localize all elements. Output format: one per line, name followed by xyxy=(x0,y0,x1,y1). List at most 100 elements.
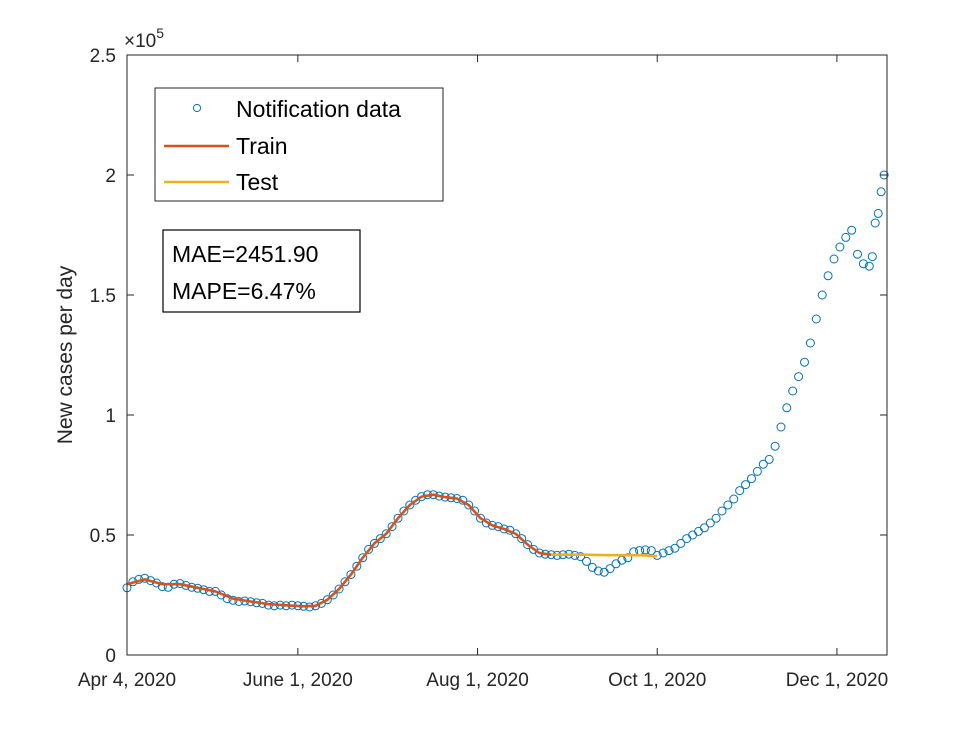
data-point xyxy=(847,225,857,235)
data-point xyxy=(322,595,332,605)
data-point xyxy=(523,540,533,550)
data-point xyxy=(334,584,344,594)
data-point xyxy=(805,338,815,348)
data-point xyxy=(723,500,733,510)
data-point xyxy=(823,271,833,281)
data-point xyxy=(623,553,633,563)
data-point xyxy=(599,567,609,577)
data-point xyxy=(699,523,709,533)
data-point xyxy=(157,582,167,592)
data-point xyxy=(346,570,356,580)
data-point xyxy=(794,372,804,382)
data-point xyxy=(788,386,798,396)
legend-label-notification: Notification data xyxy=(236,96,401,122)
series-line-train xyxy=(126,493,552,608)
metrics-box xyxy=(162,229,361,313)
data-point xyxy=(140,573,150,583)
data-point xyxy=(369,538,379,548)
data-point xyxy=(593,566,603,576)
exponent-power: 5 xyxy=(156,25,164,41)
data-point xyxy=(670,543,680,553)
data-point xyxy=(758,459,768,469)
data-point xyxy=(358,553,368,563)
data-point xyxy=(717,506,727,516)
data-point xyxy=(688,530,698,540)
data-point xyxy=(870,218,880,228)
data-point xyxy=(741,480,751,490)
data-point xyxy=(800,357,809,367)
legend-marker-notification xyxy=(192,103,202,113)
data-point xyxy=(464,500,474,510)
data-point xyxy=(399,506,409,516)
data-point xyxy=(776,422,786,432)
data-point xyxy=(470,506,480,516)
data-point xyxy=(352,561,362,571)
data-point xyxy=(658,548,668,558)
data-point xyxy=(587,562,597,572)
y-tick-label: 1 xyxy=(105,406,116,427)
data-point xyxy=(867,252,877,262)
legend: Notification data Train Test xyxy=(154,87,444,202)
data-point xyxy=(387,522,397,532)
data-point xyxy=(605,564,615,574)
data-point xyxy=(517,534,527,544)
data-point xyxy=(841,232,851,242)
data-point xyxy=(747,474,756,484)
data-point xyxy=(770,441,780,451)
data-point xyxy=(364,544,374,554)
data-point xyxy=(764,454,774,464)
data-point xyxy=(340,577,350,587)
legend-label-train: Train xyxy=(236,133,288,159)
exponent-base: ×10 xyxy=(124,31,156,52)
data-point xyxy=(393,513,403,523)
x-tick-label: June 1, 2020 xyxy=(243,670,353,691)
data-point xyxy=(835,242,845,252)
data-point xyxy=(664,546,674,556)
y-tick-label: 1.5 xyxy=(90,286,116,307)
data-point xyxy=(476,513,485,523)
series-line-test xyxy=(551,553,658,558)
series-markers-notification-data xyxy=(122,170,889,612)
data-point xyxy=(694,526,703,536)
data-point xyxy=(375,534,385,544)
y-tick-label: 0 xyxy=(105,646,116,667)
data-point xyxy=(640,545,650,555)
y-axis-label: New cases per day xyxy=(54,265,77,444)
data-point xyxy=(328,590,338,600)
x-tick-label: Dec 1, 2020 xyxy=(786,670,888,691)
x-tick-label: Oct 1, 2020 xyxy=(608,670,706,691)
data-point xyxy=(405,500,415,510)
y-tick-label: 0.5 xyxy=(90,526,116,547)
data-point xyxy=(876,187,886,197)
data-point xyxy=(576,552,586,562)
x-tick-label: Apr 4, 2020 xyxy=(78,670,176,691)
data-point xyxy=(381,529,391,539)
data-point xyxy=(782,403,792,413)
data-point xyxy=(682,534,692,544)
data-point xyxy=(811,314,821,324)
data-point xyxy=(711,513,721,523)
mape-text: MAPE=6.47% xyxy=(172,278,316,304)
data-point xyxy=(853,249,862,259)
data-point xyxy=(873,208,883,218)
data-point xyxy=(729,494,739,504)
data-point xyxy=(611,559,621,569)
mae-text: MAE=2451.90 xyxy=(172,241,318,267)
data-point xyxy=(752,466,762,476)
x-tick-label: Aug 1, 2020 xyxy=(426,670,528,691)
data-point xyxy=(511,529,521,539)
y-tick-label: 2 xyxy=(105,166,116,187)
data-point xyxy=(582,556,591,566)
y-axis-exponent: ×105 xyxy=(124,25,164,52)
y-tick-label: 2.5 xyxy=(90,46,116,67)
data-point xyxy=(829,254,839,264)
plot-area-border xyxy=(126,54,888,656)
data-point xyxy=(705,518,715,528)
data-point xyxy=(817,290,827,300)
metrics-annotation: MAE=2451.90 MAPE=6.47% xyxy=(162,229,361,313)
data-point xyxy=(858,259,868,269)
data-point xyxy=(864,261,874,271)
legend-label-test: Test xyxy=(236,169,279,195)
data-point xyxy=(676,538,686,548)
